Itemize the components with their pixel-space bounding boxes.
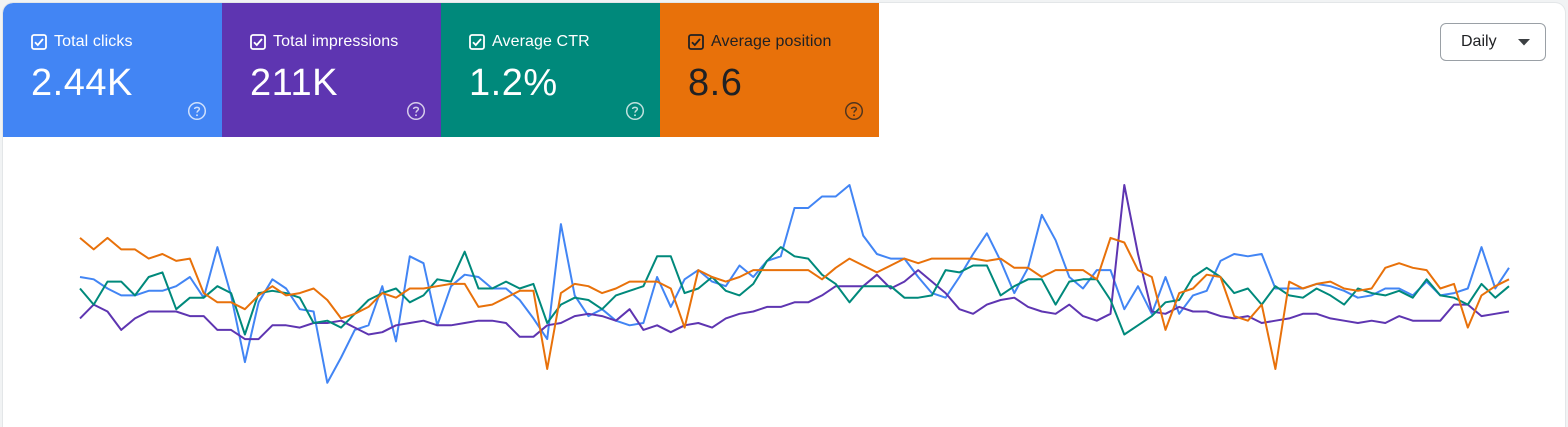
- metric-tab-total-impressions[interactable]: Total impressions 211K: [222, 3, 441, 137]
- metric-tab-average-ctr[interactable]: Average CTR 1.2%: [441, 3, 660, 137]
- checkbox-checked-icon[interactable]: [31, 34, 47, 50]
- metric-value: 1.2%: [469, 62, 558, 104]
- metric-tab-total-clicks[interactable]: Total clicks 2.44K: [3, 3, 222, 137]
- period-dropdown[interactable]: Daily: [1440, 23, 1546, 61]
- metric-label-row: Total clicks: [31, 32, 222, 52]
- metric-tab-average-position[interactable]: Average position 8.6: [660, 3, 879, 137]
- metric-value: 8.6: [688, 62, 743, 104]
- caret-down-icon: [1518, 39, 1530, 46]
- help-circle-icon[interactable]: [187, 101, 207, 121]
- help-circle-icon[interactable]: [406, 101, 426, 121]
- metric-label-row: Average position: [688, 32, 879, 52]
- chart-series-group: [79, 184, 1510, 384]
- series-line-average-position: [79, 236, 1510, 370]
- series-line-average-ctr: [79, 246, 1510, 336]
- performance-line-chart: [79, 184, 1510, 384]
- checkbox-checked-icon[interactable]: [469, 34, 485, 50]
- checkbox-checked-icon[interactable]: [688, 34, 704, 50]
- metric-label-row: Total impressions: [250, 32, 441, 52]
- period-dropdown-label: Daily: [1461, 33, 1497, 50]
- series-line-total-clicks: [79, 184, 1510, 384]
- metric-label: Total impressions: [273, 33, 399, 50]
- metric-label: Total clicks: [54, 33, 133, 50]
- metric-tabs: Total clicks 2.44K Total impressions 211…: [3, 3, 879, 137]
- metric-value: 2.44K: [31, 62, 133, 104]
- help-circle-icon[interactable]: [844, 101, 864, 121]
- metric-label: Average position: [711, 33, 832, 50]
- checkbox-checked-icon[interactable]: [250, 34, 266, 50]
- help-circle-icon[interactable]: [625, 101, 645, 121]
- metric-label: Average CTR: [492, 33, 590, 50]
- metric-value: 211K: [250, 62, 338, 104]
- performance-card: Total clicks 2.44K Total impressions 211…: [3, 3, 1565, 427]
- metric-label-row: Average CTR: [469, 32, 660, 52]
